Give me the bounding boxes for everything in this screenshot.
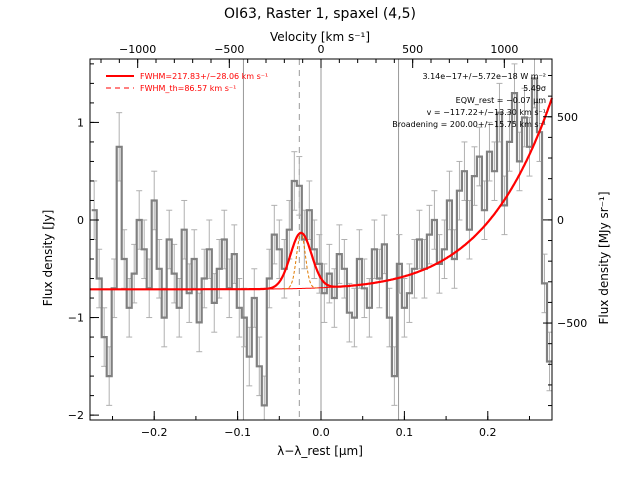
x-tick-label: −0.1 xyxy=(224,426,251,439)
top-x-tick-label: 500 xyxy=(402,43,423,56)
x-tick-label: 0.1 xyxy=(396,426,414,439)
y-axis-label: Flux density [Jy] xyxy=(41,210,55,307)
y2-tick-label: 0 xyxy=(557,214,564,227)
y-tick-label: 1 xyxy=(77,116,84,129)
fit-annotation-0: 3.14e−17+/−5.72e−18 W m⁻² xyxy=(422,72,546,81)
y-tick-label: 0 xyxy=(77,214,84,227)
fit-annotation-2: EQW_rest = −0.07 μm xyxy=(456,96,547,105)
x-tick-label: −0.2 xyxy=(141,426,168,439)
fit-annotation-3: v = −117.22+/−13.30 km s⁻¹ xyxy=(427,108,546,117)
x-axis-label: λ−λ_rest [μm] xyxy=(277,444,363,458)
legend-label-0: FWHM=217.83+/−28.06 km s⁻¹ xyxy=(140,72,268,81)
fit-annotation-1: 5.49σ xyxy=(523,84,546,93)
fit-line xyxy=(90,97,554,291)
x-tick-label: 0.2 xyxy=(479,426,497,439)
y2-axis-label: Flux density [MJy sr⁻¹] xyxy=(597,191,611,324)
legend-label-1: FWHM_th=86.57 km s⁻¹ xyxy=(140,84,236,93)
y-tick-label: −1 xyxy=(68,312,84,325)
y-tick-label: −2 xyxy=(68,409,84,422)
y2-tick-label: −500 xyxy=(557,317,587,330)
top-x-tick-label: 1000 xyxy=(490,43,518,56)
x-tick-label: 0.0 xyxy=(312,426,330,439)
top-x-axis-label: Velocity [km s⁻¹] xyxy=(270,30,370,44)
top-x-tick-label: −1000 xyxy=(119,43,156,56)
top-x-tick-label: 0 xyxy=(318,43,325,56)
fit-annotation-4: Broadening = 200.00+/−15.75 km s⁻¹ xyxy=(392,120,546,129)
chart-title: OI63, Raster 1, spaxel (4,5) xyxy=(224,6,416,22)
top-x-tick-label: −500 xyxy=(214,43,244,56)
y2-tick-label: 500 xyxy=(557,111,578,124)
